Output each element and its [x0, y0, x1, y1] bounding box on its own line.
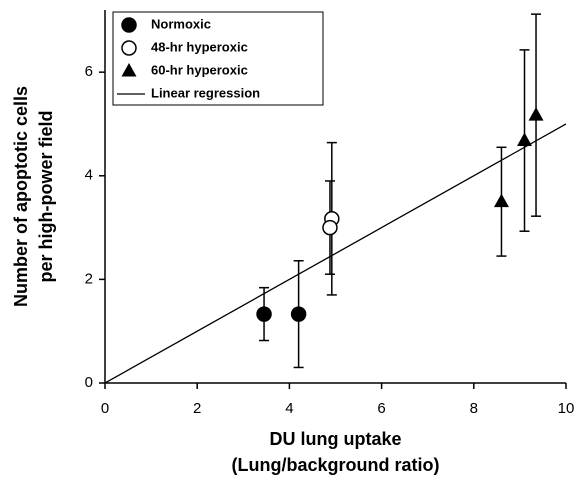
legend-marker [121, 40, 137, 56]
marker [528, 107, 544, 121]
legend-label: 60-hr hyperoxic [151, 62, 248, 77]
x-tick-label: 6 [377, 400, 385, 417]
x-tick-label: 8 [470, 400, 478, 417]
y-tick-label: 4 [85, 167, 93, 184]
legend-label: Normoxic [151, 16, 211, 31]
legend-label: 48-hr hyperoxic [151, 39, 248, 54]
legend-label: Linear regression [151, 85, 260, 100]
x-axis-label: DU lung uptake [269, 429, 401, 449]
marker [256, 306, 272, 322]
x-tick-label: 0 [101, 400, 109, 417]
regression-line [104, 123, 567, 384]
legend-marker [121, 63, 137, 77]
legend-box [112, 11, 324, 106]
marker [517, 132, 533, 147]
marker [322, 219, 338, 236]
y-tick-label: 2 [85, 270, 93, 287]
y-axis-label: Number of apoptotic cells [11, 86, 31, 307]
x-axis-label: (Lung/background ratio) [232, 455, 440, 475]
x-tick-label: 2 [193, 400, 201, 417]
legend-marker [121, 17, 137, 33]
marker [290, 306, 307, 322]
y-tick-label: 6 [85, 63, 93, 80]
x-tick-label: 4 [285, 400, 293, 417]
y-tick-label: 0 [85, 374, 93, 391]
x-tick-label: 10 [558, 400, 574, 417]
y-axis-label: per high-power field [36, 110, 56, 282]
marker [493, 193, 509, 208]
